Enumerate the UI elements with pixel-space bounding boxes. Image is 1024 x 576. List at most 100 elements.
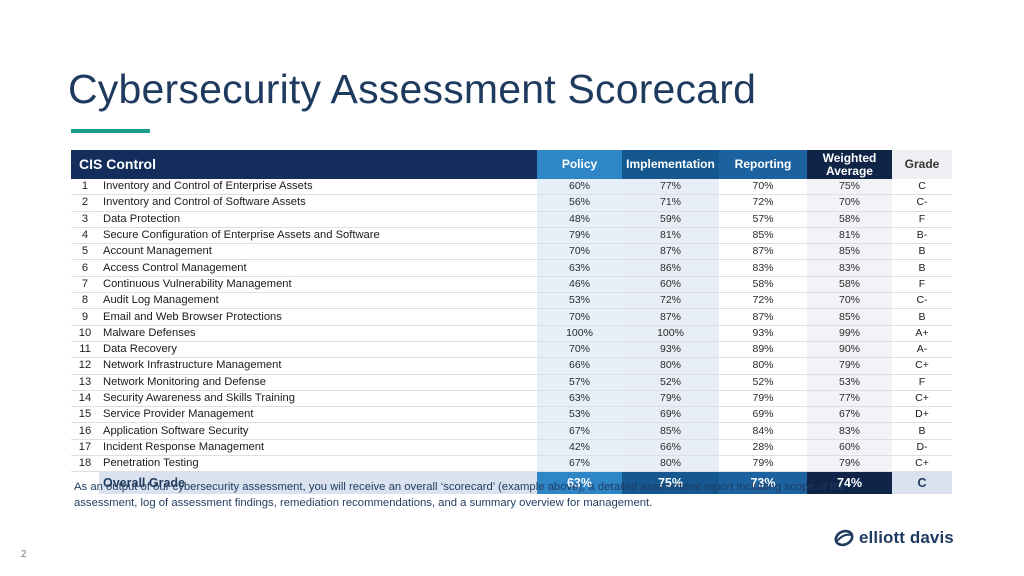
policy-score: 100% bbox=[537, 325, 622, 342]
reporting-score: 89% bbox=[719, 341, 807, 359]
row-number: 14 bbox=[71, 390, 99, 408]
title-accent-rule bbox=[71, 129, 150, 133]
reporting-score: 87% bbox=[719, 308, 807, 326]
policy-score: 70% bbox=[537, 308, 622, 326]
policy-score: 67% bbox=[537, 422, 622, 440]
overall-policy: 63% bbox=[537, 471, 622, 495]
grade-value: C- bbox=[892, 194, 952, 212]
control-name: Penetration Testing bbox=[99, 455, 537, 473]
row-number: 18 bbox=[71, 455, 99, 473]
control-name: Network Monitoring and Defense bbox=[99, 374, 537, 391]
reporting-score: 83% bbox=[719, 259, 807, 277]
grade-value: C+ bbox=[892, 357, 952, 375]
policy-score: 63% bbox=[537, 259, 622, 277]
header-reporting: Reporting bbox=[719, 150, 807, 179]
table-row: 12 Network Infrastructure Management 66% 80… bbox=[71, 357, 952, 375]
weighted-average-score: 70% bbox=[807, 292, 892, 310]
table-row: 9 Email and Web Browser Protections 70% 87%… bbox=[71, 308, 952, 326]
policy-score: 63% bbox=[537, 390, 622, 408]
row-number: 15 bbox=[71, 406, 99, 424]
control-name: Data Recovery bbox=[99, 341, 537, 359]
weighted-average-score: 75% bbox=[807, 179, 892, 196]
policy-score: 66% bbox=[537, 357, 622, 375]
implementation-score: 80% bbox=[622, 357, 719, 375]
grade-value: B bbox=[892, 422, 952, 440]
grade-value: B bbox=[892, 308, 952, 326]
weighted-average-score: 99% bbox=[807, 325, 892, 342]
table-row: 11 Data Recovery 70% 93% 89% 90% A- bbox=[71, 341, 952, 359]
implementation-score: 59% bbox=[622, 211, 719, 228]
implementation-score: 86% bbox=[622, 259, 719, 277]
grade-value: F bbox=[892, 276, 952, 294]
weighted-average-score: 81% bbox=[807, 227, 892, 245]
weighted-average-score: 85% bbox=[807, 308, 892, 326]
grade-value: F bbox=[892, 374, 952, 391]
implementation-score: 71% bbox=[622, 194, 719, 212]
reporting-score: 57% bbox=[719, 211, 807, 228]
implementation-score: 87% bbox=[622, 308, 719, 326]
row-number: 8 bbox=[71, 292, 99, 310]
row-number: 11 bbox=[71, 341, 99, 359]
table-row: 2 Inventory and Control of Software Asset… bbox=[71, 194, 952, 212]
row-number: 6 bbox=[71, 259, 99, 277]
implementation-score: 87% bbox=[622, 243, 719, 261]
grade-value: A+ bbox=[892, 325, 952, 342]
implementation-score: 85% bbox=[622, 422, 719, 440]
grade-value: B- bbox=[892, 227, 952, 245]
page-number: 2 bbox=[21, 549, 27, 560]
row-number: 3 bbox=[71, 211, 99, 228]
overall-implementation: 75% bbox=[622, 471, 719, 495]
weighted-average-score: 90% bbox=[807, 341, 892, 359]
reporting-score: 69% bbox=[719, 406, 807, 424]
weighted-average-score: 58% bbox=[807, 276, 892, 294]
header-weighted-average: Weighted Average bbox=[807, 150, 892, 179]
weighted-average-score: 77% bbox=[807, 390, 892, 408]
control-name: Inventory and Control of Software Assets bbox=[99, 194, 537, 212]
control-name: Secure Configuration of Enterprise Asset… bbox=[99, 227, 537, 245]
implementation-score: 100% bbox=[622, 325, 719, 342]
scorecard-body: 1 Inventory and Control of Enterprise Ass… bbox=[71, 179, 952, 473]
overall-grade: C bbox=[892, 471, 952, 495]
grade-value: B bbox=[892, 243, 952, 261]
weighted-average-score: 83% bbox=[807, 259, 892, 277]
elliott-davis-logo-icon bbox=[834, 529, 854, 547]
row-number: 4 bbox=[71, 227, 99, 245]
table-row: 10 Malware Defenses 100% 100% 93% 99% A+ bbox=[71, 325, 952, 342]
policy-score: 70% bbox=[537, 243, 622, 261]
grade-value: A- bbox=[892, 341, 952, 359]
grade-value: C+ bbox=[892, 455, 952, 473]
policy-score: 57% bbox=[537, 374, 622, 391]
reporting-score: 87% bbox=[719, 243, 807, 261]
header-cis-control-label: CIS Control bbox=[79, 156, 156, 172]
weighted-average-score: 67% bbox=[807, 406, 892, 424]
header-weighted-line1: Weighted bbox=[822, 150, 877, 165]
implementation-score: 79% bbox=[622, 390, 719, 408]
table-row: 13 Network Monitoring and Defense 57% 52% 52… bbox=[71, 374, 952, 391]
row-number: 7 bbox=[71, 276, 99, 294]
reporting-score: 80% bbox=[719, 357, 807, 375]
control-name: Application Software Security bbox=[99, 422, 537, 440]
weighted-average-score: 83% bbox=[807, 422, 892, 440]
reporting-score: 70% bbox=[719, 179, 807, 196]
table-row: 5 Account Management 70% 87% 87% 85% B bbox=[71, 243, 952, 261]
row-number: 2 bbox=[71, 194, 99, 212]
control-name: Access Control Management bbox=[99, 259, 537, 277]
control-name: Continuous Vulnerability Management bbox=[99, 276, 537, 294]
header-cis-control: CIS Control bbox=[71, 150, 537, 179]
table-row: 7 Continuous Vulnerability Management 46% 6… bbox=[71, 276, 952, 294]
control-name: Data Protection bbox=[99, 211, 537, 228]
policy-score: 67% bbox=[537, 455, 622, 473]
weighted-average-score: 79% bbox=[807, 455, 892, 473]
control-name: Inventory and Control of Enterprise Asse… bbox=[99, 179, 537, 196]
reporting-score: 84% bbox=[719, 422, 807, 440]
reporting-score: 72% bbox=[719, 292, 807, 310]
implementation-score: 80% bbox=[622, 455, 719, 473]
scorecard-header: CIS Control Policy Implementation Report… bbox=[71, 150, 952, 179]
scorecard-caption: As an output of our cybersecurity assess… bbox=[74, 481, 846, 509]
table-row: 4 Secure Configuration of Enterprise Asse… bbox=[71, 227, 952, 245]
reporting-score: 93% bbox=[719, 325, 807, 342]
implementation-score: 69% bbox=[622, 406, 719, 424]
policy-score: 46% bbox=[537, 276, 622, 294]
row-number: 9 bbox=[71, 308, 99, 326]
grade-value: D+ bbox=[892, 406, 952, 424]
